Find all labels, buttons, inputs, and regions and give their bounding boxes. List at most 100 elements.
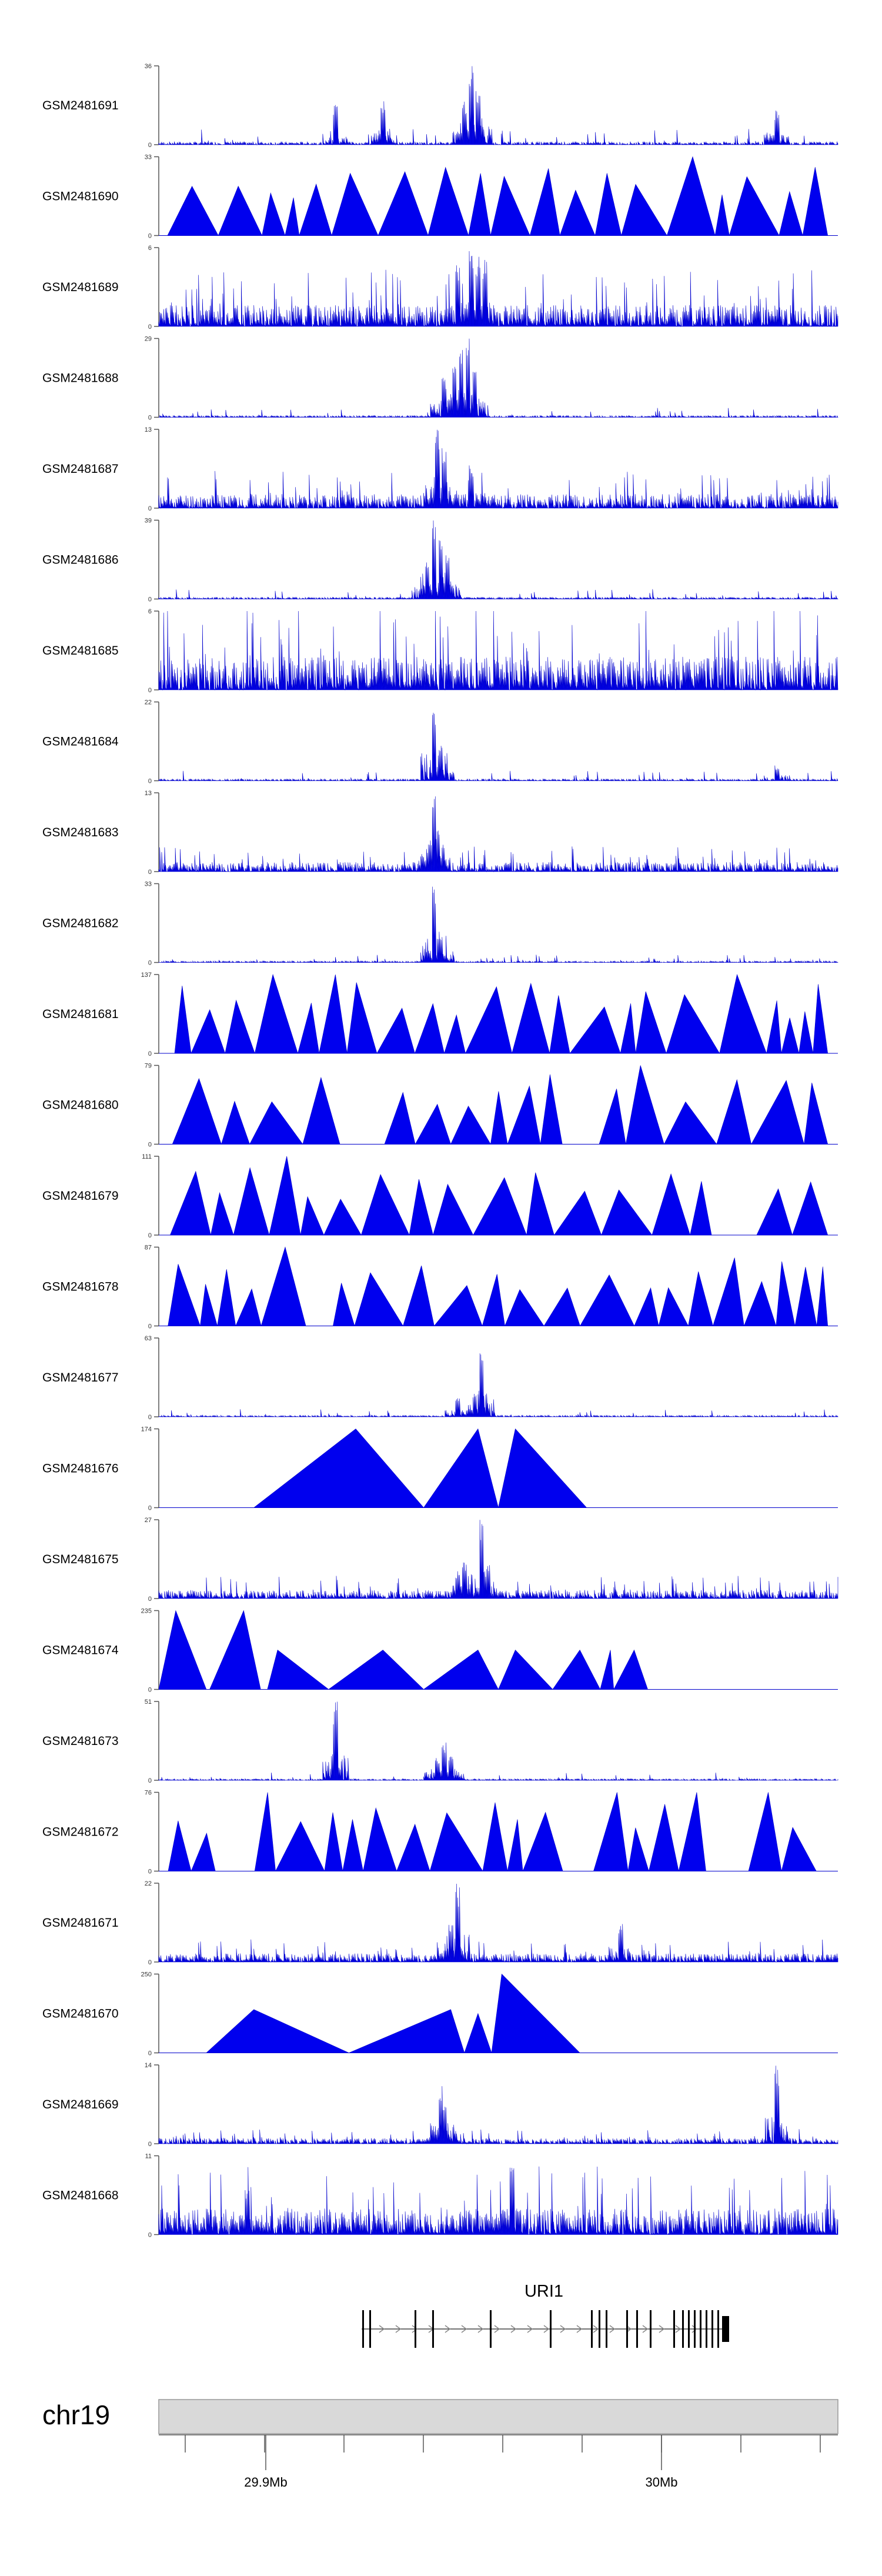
y-min-label: 0: [148, 869, 152, 876]
track-label: GSM2481678: [42, 1280, 119, 1294]
signal-area: [158, 429, 838, 509]
y-max-label: 174: [141, 1426, 152, 1433]
track-label: GSM2481691: [42, 99, 119, 112]
tick-label: 29.9Mb: [244, 2475, 287, 2490]
exon: [362, 2310, 364, 2348]
signal-area: [158, 610, 838, 691]
track-GSM2481683: GSM2481683 13 0: [42, 790, 838, 876]
track-label: GSM2481683: [42, 826, 119, 839]
y-min-label: 0: [148, 596, 152, 603]
strand-arrow: [395, 2325, 402, 2333]
track-label: GSM2481689: [42, 281, 119, 294]
chromosome-label: chr19: [42, 2400, 110, 2430]
signal-area: [158, 251, 838, 328]
y-min-label: 0: [148, 1959, 152, 1966]
y-min-label: 0: [148, 142, 152, 149]
track-GSM2481688: GSM2481688 29 0: [42, 336, 838, 422]
strand-arrow: [379, 2325, 385, 2333]
strand-arrow: [477, 2325, 484, 2333]
y-min-label: 0: [148, 1777, 152, 1784]
track-GSM2481679: GSM2481679 111 0: [42, 1153, 838, 1239]
strand-arrow: [642, 2325, 649, 2333]
y-min-label: 0: [148, 2050, 152, 2057]
signal-area: [158, 796, 838, 873]
y-max-label: 51: [145, 1699, 152, 1706]
track-GSM2481672: GSM2481672 76 0: [42, 1790, 838, 1876]
y-min-label: 0: [148, 233, 152, 240]
signal-area: [158, 712, 838, 782]
y-min-label: 0: [148, 778, 152, 785]
signal-area: [206, 1973, 580, 2053]
chromosome-ideogram: chr19: [42, 2399, 838, 2434]
track-GSM2481689: GSM2481689 6 0: [42, 245, 838, 331]
exon: [650, 2310, 652, 2348]
strand-arrow: [576, 2325, 583, 2333]
track-GSM2481676: GSM2481676 174 0: [42, 1426, 838, 1512]
strand-arrow: [461, 2325, 467, 2333]
signal-area: [158, 338, 838, 418]
signal-area: [172, 1065, 828, 1144]
track-GSM2481681: GSM2481681 137 0: [42, 972, 838, 1057]
y-min-label: 0: [148, 1868, 152, 1876]
exon: [688, 2310, 690, 2348]
signal-area: [158, 1353, 838, 1418]
signal-area: [158, 1883, 838, 1963]
track-GSM2481675: GSM2481675 27 0: [42, 1517, 838, 1603]
strand-arrow: [527, 2325, 533, 2333]
signal-area: [168, 1792, 817, 1871]
signal-area: [169, 1156, 828, 1236]
track-GSM2481684: GSM2481684 22 0: [42, 699, 838, 785]
signal-area: [158, 1701, 838, 1781]
y-max-label: 6: [148, 608, 152, 615]
y-max-label: 22: [145, 699, 152, 706]
track-GSM2481686: GSM2481686 39 0: [42, 518, 838, 603]
chromosome-band: [158, 2399, 838, 2434]
strand-arrow: [609, 2325, 616, 2333]
y-min-label: 0: [148, 415, 152, 422]
y-max-label: 22: [145, 1880, 152, 1887]
gene-model-URI1: URI1: [362, 2282, 729, 2348]
y-min-label: 0: [148, 1050, 152, 1057]
y-max-label: 27: [145, 1517, 152, 1524]
track-GSM2481669: GSM2481669 14 0: [42, 2062, 838, 2148]
y-min-label: 0: [148, 960, 152, 967]
signal-area: [158, 66, 838, 146]
track-GSM2481674: GSM2481674 235 0: [42, 1608, 838, 1694]
track-label: GSM2481674: [42, 1644, 119, 1657]
track-label: GSM2481671: [42, 1916, 119, 1930]
track-label: GSM2481677: [42, 1371, 119, 1384]
track-label: GSM2481686: [42, 553, 119, 567]
y-max-label: 33: [145, 154, 152, 161]
signal-area: [174, 973, 828, 1054]
strand-arrow: [494, 2325, 500, 2333]
y-max-label: 13: [145, 790, 152, 797]
y-max-label: 14: [145, 2062, 152, 2069]
exon: [550, 2310, 552, 2348]
track-label: GSM2481688: [42, 372, 119, 385]
signal-area: [158, 1610, 649, 1690]
exon: [432, 2310, 434, 2348]
track-GSM2481685: GSM2481685 6 0: [42, 608, 838, 694]
strand-arrow: [675, 2325, 681, 2333]
y-max-label: 13: [145, 426, 152, 433]
strand-arrow: [691, 2325, 698, 2333]
exon: [636, 2310, 638, 2348]
exon: [673, 2310, 675, 2348]
track-label: GSM2481682: [42, 917, 119, 930]
strand-arrow: [412, 2325, 418, 2333]
track-label: GSM2481672: [42, 1826, 119, 1839]
track-label: GSM2481670: [42, 2007, 119, 2021]
y-max-label: 11: [145, 2153, 152, 2160]
y-min-label: 0: [148, 1323, 152, 1330]
genomic-axis: 29.9Mb 30Mb: [159, 2434, 838, 2490]
signal-area: [168, 1246, 828, 1326]
signal-area: [158, 2166, 838, 2235]
y-max-label: 87: [145, 1244, 152, 1252]
exon: [490, 2310, 492, 2348]
exon: [711, 2310, 713, 2348]
gene-name-label: URI1: [524, 2282, 563, 2301]
track-label: GSM2481687: [42, 462, 119, 476]
track-GSM2481687: GSM2481687 13 0: [42, 426, 838, 512]
track-label: GSM2481669: [42, 2098, 119, 2111]
